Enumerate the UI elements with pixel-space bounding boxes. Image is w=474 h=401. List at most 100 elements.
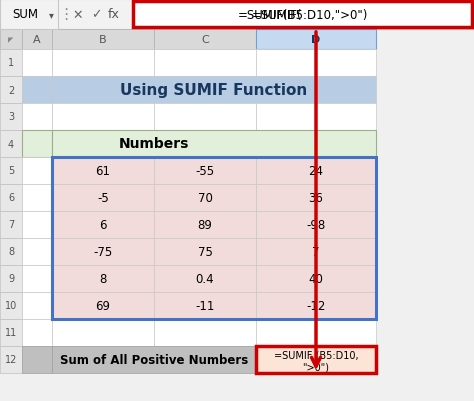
Bar	[0, 292, 22, 319]
Bar	[22, 265, 52, 292]
Bar	[256, 346, 376, 373]
Text: 8: 8	[8, 247, 14, 257]
Bar	[52, 131, 376, 158]
Bar	[0, 239, 22, 265]
Bar	[256, 50, 376, 77]
Text: -12: -12	[306, 299, 326, 312]
Bar	[22, 131, 52, 158]
Bar	[22, 211, 52, 239]
Bar	[52, 239, 154, 265]
Bar	[52, 30, 154, 50]
Bar	[0, 184, 22, 211]
Bar	[154, 265, 256, 292]
Bar	[52, 346, 256, 373]
Bar	[154, 30, 256, 50]
Text: 1: 1	[8, 59, 14, 68]
Bar	[256, 104, 376, 131]
Text: 4: 4	[8, 139, 14, 149]
Text: -75: -75	[93, 245, 113, 258]
Bar	[22, 104, 52, 131]
Bar	[52, 77, 376, 104]
Text: 2: 2	[8, 85, 14, 95]
Bar	[256, 211, 376, 239]
Text: ✕: ✕	[73, 8, 83, 21]
Text: -55: -55	[195, 164, 215, 178]
Text: B: B	[99, 35, 107, 45]
Text: =SUMIF(: =SUMIF(	[252, 8, 302, 21]
Text: 6: 6	[99, 219, 107, 231]
Bar	[154, 158, 256, 184]
Bar	[154, 184, 256, 211]
Bar	[256, 184, 376, 211]
Text: Numbers: Numbers	[119, 137, 189, 151]
Text: fx: fx	[108, 8, 120, 21]
Text: 6: 6	[8, 193, 14, 203]
Bar	[0, 30, 22, 50]
Bar	[52, 158, 154, 184]
Text: 7: 7	[312, 245, 320, 258]
Text: -11: -11	[195, 299, 215, 312]
Text: A: A	[33, 35, 41, 45]
Text: 70: 70	[198, 192, 212, 205]
Bar	[0, 104, 22, 131]
Bar	[256, 265, 376, 292]
Bar	[0, 265, 22, 292]
Text: SUM: SUM	[12, 8, 38, 21]
Bar	[154, 239, 256, 265]
Text: 5: 5	[8, 166, 14, 176]
Bar	[256, 239, 376, 265]
Text: Using SUMIF Function: Using SUMIF Function	[120, 83, 308, 98]
Text: ⋮: ⋮	[58, 8, 73, 22]
Text: -98: -98	[306, 219, 326, 231]
Bar	[0, 319, 22, 346]
Text: 69: 69	[95, 299, 110, 312]
Text: 10: 10	[5, 301, 17, 311]
Bar	[22, 30, 52, 50]
Text: 40: 40	[309, 272, 323, 285]
Bar	[52, 158, 376, 319]
Bar	[256, 158, 376, 184]
Text: 24: 24	[309, 164, 323, 178]
Bar	[256, 319, 376, 346]
Bar	[52, 265, 154, 292]
Bar	[133, 2, 472, 28]
Bar	[0, 50, 22, 77]
Bar	[22, 346, 52, 373]
Text: C: C	[201, 35, 209, 45]
Bar	[0, 131, 22, 158]
Bar	[0, 346, 22, 373]
Bar	[154, 292, 256, 319]
Bar	[0, 77, 22, 104]
Bar	[52, 184, 154, 211]
Text: 12: 12	[5, 354, 17, 365]
Text: 7: 7	[8, 220, 14, 230]
Bar	[22, 292, 52, 319]
Text: -5: -5	[97, 192, 109, 205]
Bar	[52, 50, 154, 77]
Text: ✓: ✓	[91, 8, 101, 21]
Bar	[22, 319, 52, 346]
Text: 75: 75	[198, 245, 212, 258]
Text: =SUMIF(B5:D10,">0"): =SUMIF(B5:D10,">0")	[237, 8, 368, 21]
Bar	[154, 319, 256, 346]
Text: Sum of All Positive Numbers: Sum of All Positive Numbers	[60, 353, 248, 366]
Bar	[0, 0, 58, 30]
Text: ▾: ▾	[48, 10, 54, 20]
Text: 3: 3	[8, 112, 14, 122]
Text: D: D	[311, 35, 320, 45]
Bar	[22, 184, 52, 211]
Bar	[22, 239, 52, 265]
Bar	[0, 211, 22, 239]
Bar	[154, 50, 256, 77]
Text: =SUMIF (B5:D10,: =SUMIF (B5:D10,	[273, 350, 358, 360]
Bar	[52, 211, 154, 239]
Bar	[22, 158, 52, 184]
Text: 89: 89	[198, 219, 212, 231]
Bar	[154, 211, 256, 239]
Text: 0.4: 0.4	[196, 272, 214, 285]
Text: 11: 11	[5, 328, 17, 338]
Bar	[256, 292, 376, 319]
Bar	[52, 319, 154, 346]
Text: 9: 9	[8, 274, 14, 284]
Bar	[154, 104, 256, 131]
